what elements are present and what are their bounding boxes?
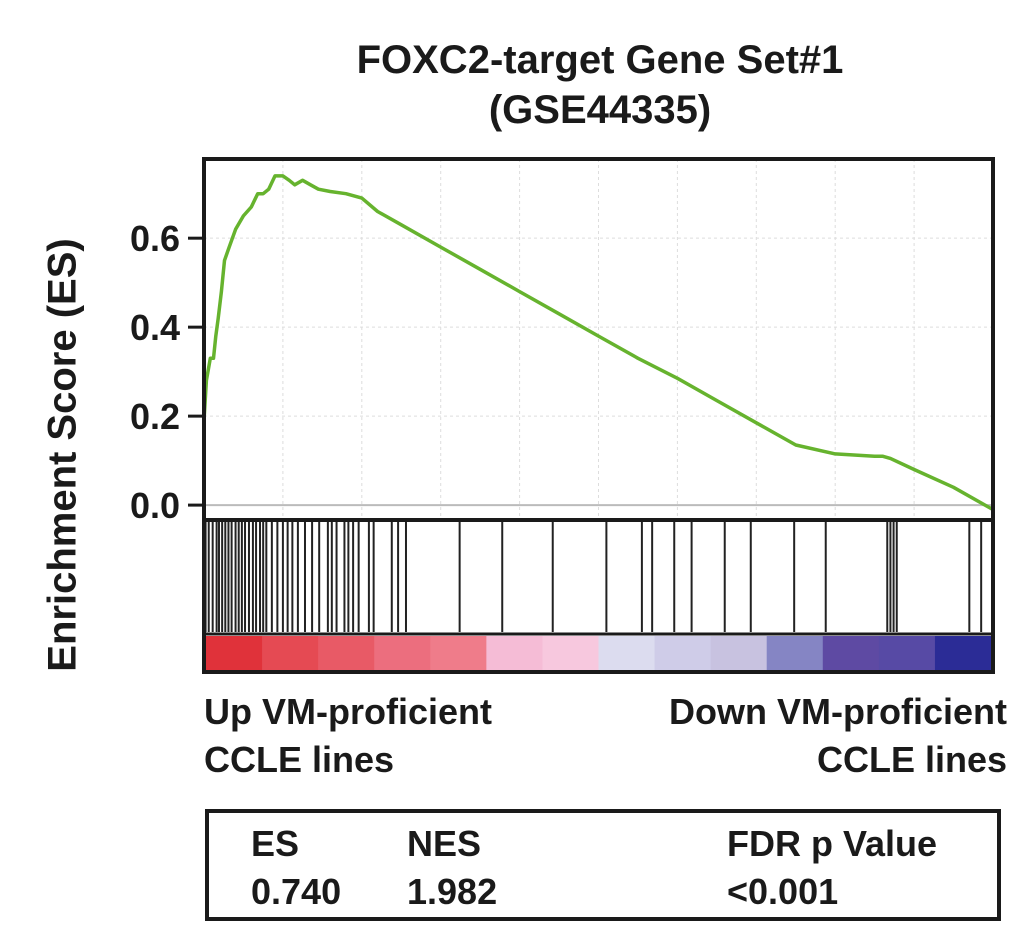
color-bar-segment bbox=[822, 636, 880, 670]
color-bar-segment bbox=[710, 636, 768, 670]
chart-title: FOXC2-target Gene Set#1 bbox=[356, 38, 844, 82]
right-phenotype-line1: Down VM-proficient bbox=[669, 691, 1007, 732]
left-phenotype-line1: Up VM-proficient bbox=[204, 691, 492, 732]
color-bar-segment bbox=[766, 636, 824, 670]
color-bar-segment bbox=[878, 636, 936, 670]
color-bar-segment bbox=[654, 636, 712, 670]
color-bar-segment bbox=[542, 636, 599, 670]
es-label: ES bbox=[251, 823, 300, 864]
es-line bbox=[202, 174, 994, 512]
chart-subtitle: (GSE44335) bbox=[488, 88, 712, 132]
right-phenotype-line2: CCLE lines bbox=[816, 739, 1007, 780]
y-tick-label: 0.2 bbox=[130, 396, 180, 437]
es-value: 0.740 bbox=[251, 871, 342, 912]
color-bar-segment bbox=[486, 636, 543, 670]
stats-box: ES 0.740 NES 1.982 FDR p Value <0.001 bbox=[205, 809, 1001, 921]
color-bar-segment bbox=[374, 636, 431, 670]
color-bar-segment bbox=[206, 636, 263, 670]
right-phenotype-label: Down VM-proficient CCLE lines bbox=[669, 688, 1007, 784]
left-phenotype-line2: CCLE lines bbox=[204, 739, 395, 780]
grid bbox=[204, 159, 993, 520]
hit-barcode bbox=[204, 522, 983, 632]
color-bar-segment bbox=[318, 636, 375, 670]
y-ticks: 0.6 0.4 0.2 0.0 bbox=[130, 218, 204, 526]
color-bar-segment bbox=[934, 636, 992, 670]
fdr-value: <0.001 bbox=[727, 871, 839, 912]
color-bar-segment bbox=[598, 636, 656, 670]
fdr-label: FDR p Value bbox=[727, 823, 938, 864]
nes-value: 1.982 bbox=[407, 871, 498, 912]
nes-label: NES bbox=[407, 823, 482, 864]
y-tick-label: 0.0 bbox=[130, 485, 180, 526]
color-bar-segment bbox=[430, 636, 487, 670]
color-bar-segment bbox=[262, 636, 319, 670]
hit-panel-frame bbox=[202, 518, 995, 674]
y-tick-label: 0.4 bbox=[130, 307, 180, 348]
y-tick-label: 0.6 bbox=[130, 218, 180, 259]
ranked-list-color-bar bbox=[204, 632, 993, 670]
left-phenotype-label: Up VM-proficient CCLE lines bbox=[204, 688, 492, 784]
